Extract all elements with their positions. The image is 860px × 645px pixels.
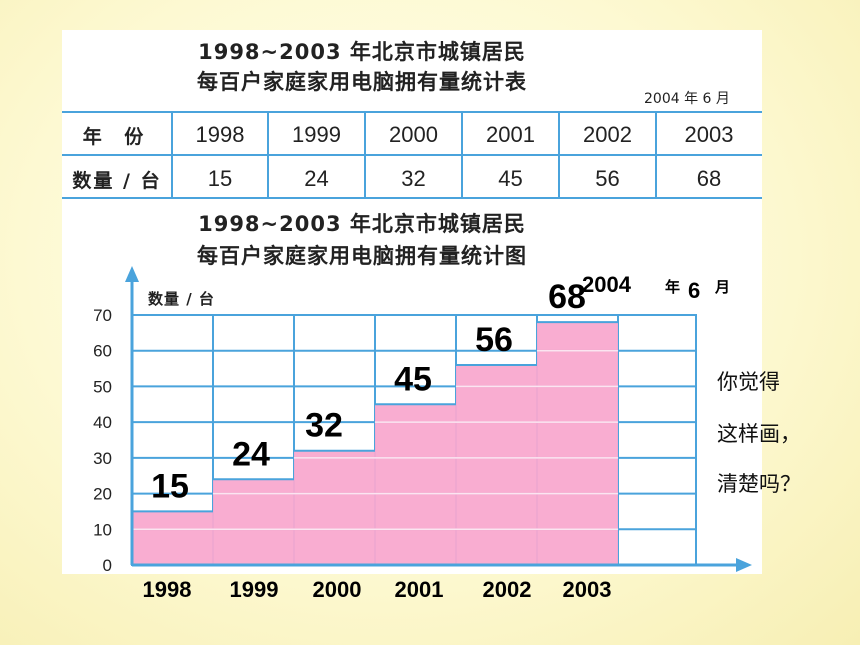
data-label: 68 [548,278,586,316]
bar [375,404,456,565]
data-label: 24 [232,435,270,473]
table-title-line1: 1998~2003 年北京市城镇居民 [198,40,526,64]
chart-date-year-char: 年 [665,278,681,296]
y-tick-label: 20 [93,485,112,504]
chart-date-month-char: 月 [715,278,731,296]
x-tick-label: 1999 [229,577,279,602]
table-count-cell: 32 [401,166,426,191]
table-date: 2004 年 6 月 [644,91,730,107]
chart-date-month: 6 [688,278,701,303]
table-year-cell: 1998 [195,122,245,147]
y-tick-label: 30 [93,449,112,468]
bar [213,479,294,565]
table-count-cell: 24 [304,166,329,191]
table-header-count: 数量 / 台 [72,170,162,192]
x-tick-label: 2003 [562,577,612,602]
table-count-cell: 15 [207,166,233,191]
table-count-cell: 45 [498,166,523,191]
table-year-cell: 2002 [583,122,632,147]
y-tick-label: 50 [93,377,112,396]
y-tick-label: 0 [103,556,112,575]
y-tick-label: 70 [93,306,112,325]
table-year-cell: 1999 [292,122,341,147]
side-note-line2: 这样画， [717,422,801,446]
y-tick-label: 60 [93,342,112,361]
bar [294,450,375,565]
x-tick-label: 2000 [312,577,362,602]
x-axis-arrow [736,558,752,572]
x-tick-label: 2002 [482,577,532,602]
table-header-year: 年 份 [82,126,152,148]
side-note-line3: 清楚吗？ [717,472,801,496]
chart-title-line1: 1998~2003 年北京市城镇居民 [198,212,526,236]
chart-title-line2: 每百户家庭家用电脑拥有量统计图 [197,244,527,268]
chart-date-year: 2004 [582,272,631,297]
table-count-cell: 68 [696,166,722,191]
statistics-table-panel: 1998~2003 年北京市城镇居民 每百户家庭家用电脑拥有量统计表 2004 … [62,30,762,202]
data-label: 45 [394,360,432,398]
table-grid [62,111,762,199]
side-note-line1: 你觉得 [717,370,780,394]
table-year-cell: 2001 [486,122,535,147]
table-year-cell: 2003 [684,122,734,147]
y-axis-label: 数量 / 台 [148,290,215,308]
data-label: 32 [305,407,343,445]
bar [537,322,618,565]
y-tick-label: 10 [93,520,112,539]
y-tick-label: 40 [93,413,112,432]
y-axis-arrow [125,266,139,282]
x-tick-label: 1998 [142,577,192,602]
bar [132,511,213,565]
bar [456,365,537,565]
table-count-cell: 56 [595,166,620,191]
table-year-cell: 2000 [389,122,438,147]
data-label: 56 [475,321,513,359]
x-tick-label: 2001 [394,577,444,602]
table-title-line2: 每百户家庭家用电脑拥有量统计表 [197,70,527,94]
data-label: 15 [151,467,189,505]
